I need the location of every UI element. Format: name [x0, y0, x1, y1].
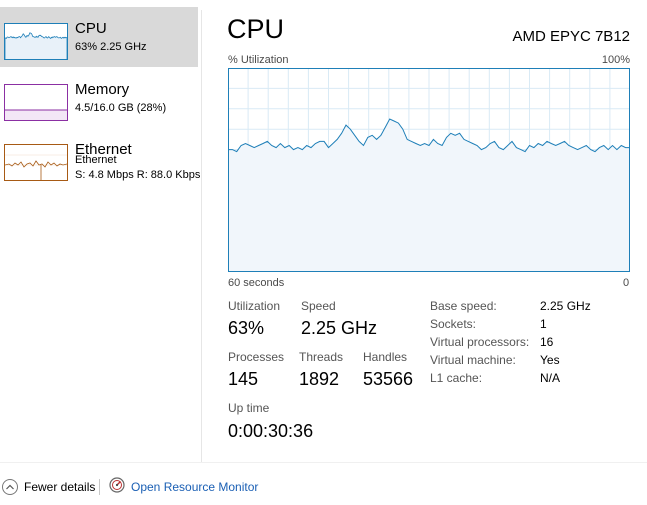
sidebar-item-throughput: S: 4.8 Mbps R: 88.0 Kbps: [75, 169, 201, 181]
utilization-label: Utilization: [228, 299, 281, 313]
memory-thumbnail-graph: [4, 84, 68, 121]
footer-separator: [99, 479, 100, 495]
sidebar-item-memory[interactable]: Memory 4.5/16.0 GB (28%): [0, 68, 198, 128]
graph-x-label: 60 seconds: [228, 277, 285, 289]
cpu-model-name: AMD EPYC 7B12: [512, 28, 630, 45]
open-resource-monitor-link[interactable]: Open Resource Monitor: [109, 476, 259, 498]
sidebar-item-ethernet[interactable]: Ethernet Ethernet S: 4.8 Mbps R: 88.0 Kb…: [0, 128, 201, 188]
threads-value: 1892: [299, 369, 340, 389]
speed-value: 2.25 GHz: [301, 318, 378, 338]
ethernet-thumbnail-graph: [4, 144, 68, 181]
sockets-label: Sockets:: [430, 317, 477, 331]
sockets-value: 1: [540, 317, 547, 331]
pane-divider: [201, 10, 202, 462]
virtual-machine-value: Yes: [540, 353, 560, 367]
processes-value: 145: [228, 369, 259, 389]
sidebar-item-subtitle: 63% 2.25 GHz: [75, 41, 147, 53]
uptime-value: 0:00:30:36: [228, 421, 314, 441]
virtual-processors-label: Virtual processors:: [430, 335, 530, 349]
graph-y-max-label: 100%: [601, 54, 630, 66]
sidebar-item-subtitle: 4.5/16.0 GB (28%): [75, 102, 167, 114]
cpu-utilization-graph: [228, 68, 630, 272]
handles-value: 53566: [363, 369, 414, 389]
fewer-details-button[interactable]: Fewer details: [2, 477, 95, 497]
base-speed-value: 2.25 GHz: [540, 299, 591, 313]
sidebar-item-title: CPU: [75, 20, 107, 37]
chevron-up-icon: [2, 479, 18, 495]
uptime-label: Up time: [228, 401, 270, 415]
cpu-thumbnail-graph: [4, 23, 68, 60]
threads-label: Threads: [299, 350, 344, 364]
speed-label: Speed: [301, 299, 336, 313]
sidebar-item-title: Memory: [75, 81, 130, 98]
virtual-processors-value: 16: [540, 335, 554, 349]
utilization-value: 63%: [228, 318, 265, 338]
sidebar-item-title: Ethernet: [75, 141, 132, 158]
processes-label: Processes: [228, 350, 285, 364]
utilization-series-line: [228, 118, 630, 153]
handles-label: Handles: [363, 350, 408, 364]
footer-divider: [0, 462, 647, 463]
l1-cache-value: N/A: [540, 371, 561, 385]
sidebar-item-subtitle: Ethernet: [75, 154, 117, 166]
page-title: CPU: [227, 14, 285, 44]
virtual-machine-label: Virtual machine:: [430, 353, 516, 367]
graph-x-end-label: 0: [623, 277, 630, 289]
resource-monitor-icon: [109, 476, 125, 498]
graph-y-label: % Utilization: [228, 54, 289, 66]
fewer-details-label: Fewer details: [24, 480, 96, 494]
open-resource-monitor-label: Open Resource Monitor: [131, 480, 259, 494]
base-speed-label: Base speed:: [430, 299, 497, 313]
l1-cache-label: L1 cache:: [430, 371, 483, 385]
sidebar-item-cpu[interactable]: CPU 63% 2.25 GHz: [0, 7, 198, 67]
sidebar: CPU 63% 2.25 GHz Memory 4.5/16.0 GB (28%…: [0, 0, 201, 462]
